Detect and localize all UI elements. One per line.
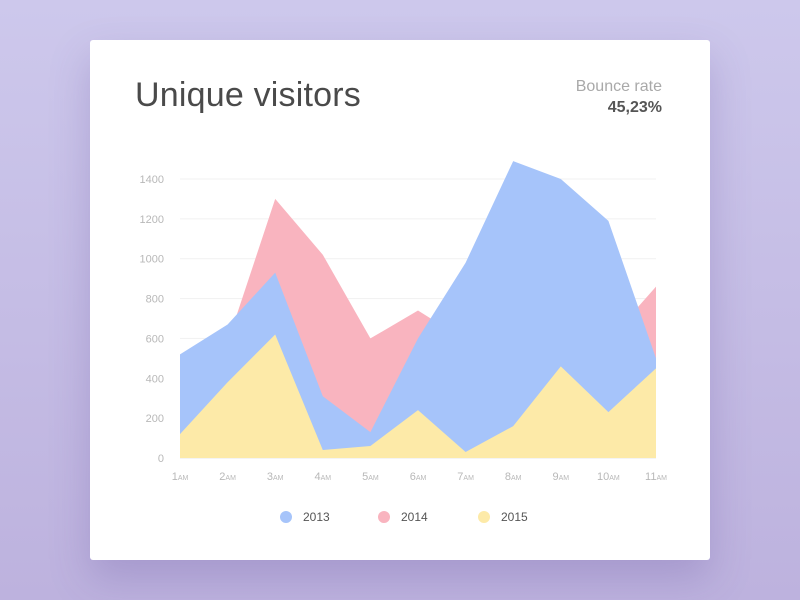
x-tick-label: 8AM bbox=[505, 471, 522, 483]
legend-item-2014[interactable]: 2014 bbox=[378, 510, 428, 524]
bounce-rate-metric: Bounce rate 45,23% bbox=[576, 77, 662, 119]
visitors-card: Unique visitors Bounce rate 45,23% 0 200 4… bbox=[90, 40, 710, 560]
y-tick-label: 400 bbox=[146, 373, 164, 385]
y-tick-label: 800 bbox=[146, 294, 164, 306]
x-tick-label: 4AM bbox=[314, 471, 331, 483]
legend-label: 2014 bbox=[401, 510, 428, 524]
area-chart: 0 200 400 600 800 1000 1200 1400 1AM 2AM 3AM 4AM 5A… bbox=[140, 161, 667, 483]
legend-swatch bbox=[280, 511, 292, 523]
y-tick-label: 1000 bbox=[140, 254, 164, 266]
x-tick-label: 3AM bbox=[267, 471, 284, 483]
y-tick-label: 600 bbox=[146, 333, 164, 345]
y-tick-label: 0 bbox=[158, 453, 164, 465]
legend-item-2013[interactable]: 2013 bbox=[280, 510, 330, 524]
x-tick-label: 7AM bbox=[457, 471, 474, 483]
x-tick-label: 11AM bbox=[645, 471, 667, 483]
y-tick-label: 1400 bbox=[140, 174, 164, 186]
bounce-rate-value: 45,23% bbox=[607, 99, 662, 116]
legend-label: 2015 bbox=[501, 510, 528, 524]
series-area-2013 bbox=[180, 161, 656, 459]
bounce-rate-label: Bounce rate bbox=[575, 78, 662, 95]
legend: 2013 2014 2015 bbox=[90, 510, 710, 534]
legend-swatch bbox=[478, 511, 490, 523]
x-tick-label: 5AM bbox=[362, 471, 379, 483]
x-tick-label: 2AM bbox=[219, 471, 236, 483]
x-tick-label: 9AM bbox=[552, 471, 569, 483]
x-axis-ticks: 1AM 2AM 3AM 4AM 5AM 6AM 7AM 8AM 9AM 10AM 11AM bbox=[172, 471, 667, 483]
y-tick-label: 200 bbox=[146, 413, 164, 425]
series-area-2015 bbox=[180, 334, 656, 458]
series-areas bbox=[180, 161, 656, 459]
x-tick-label: 6AM bbox=[410, 471, 427, 483]
x-tick-label: 10AM bbox=[597, 471, 620, 483]
legend-swatch bbox=[378, 511, 390, 523]
legend-item-2015[interactable]: 2015 bbox=[478, 510, 528, 524]
y-axis-ticks: 0 200 400 600 800 1000 1200 1400 bbox=[140, 174, 164, 465]
legend-label: 2013 bbox=[303, 510, 330, 524]
chart-title: Unique visitors bbox=[135, 76, 361, 114]
x-tick-label: 1AM bbox=[172, 471, 189, 483]
y-tick-label: 1200 bbox=[140, 214, 164, 226]
